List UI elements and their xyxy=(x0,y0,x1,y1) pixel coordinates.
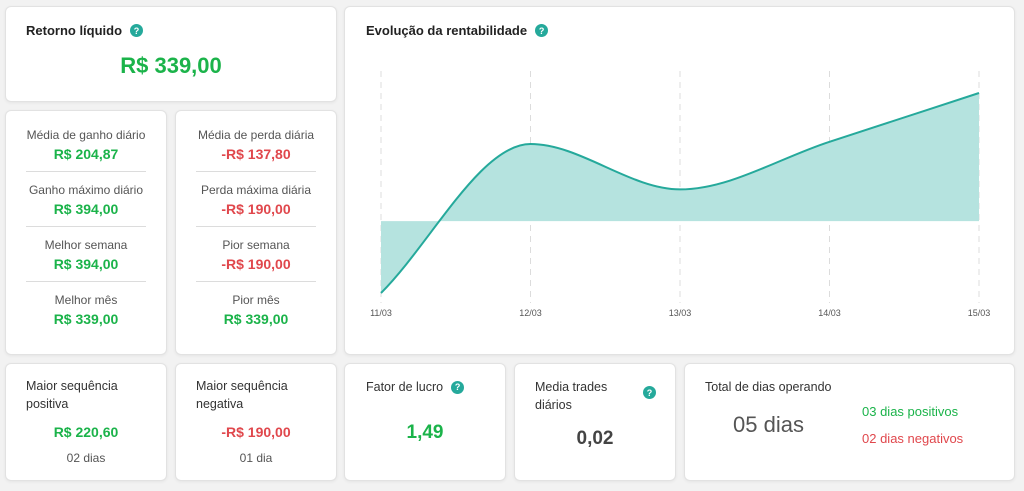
stat-label: Melhor semana xyxy=(44,238,128,252)
chart-title: Evolução da rentabilidade xyxy=(366,23,528,38)
profitability-chart-card: Evolução da rentabilidade ? 11/03 12/03 13… xyxy=(344,6,1015,355)
help-icon[interactable]: ? xyxy=(451,380,465,394)
max-negative-sequence-title: Maior sequência negativa xyxy=(196,379,288,411)
stat-item: Ganho máximo diário R$ 394,00 xyxy=(26,172,146,227)
avg-daily-trades-value: 0,02 xyxy=(576,428,614,449)
help-icon[interactable]: ? xyxy=(130,24,144,37)
negative-days: 02 dias negativos xyxy=(862,431,964,446)
stat-value: R$ 204,87 xyxy=(53,146,119,162)
x-tick-label: 13/03 xyxy=(669,308,692,318)
positive-days: 03 dias positivos xyxy=(862,404,959,419)
max-negative-sequence-card: Maior sequência negativa -R$ 190,00 01 d… xyxy=(175,363,337,481)
stat-item: Média de ganho diário R$ 204,87 xyxy=(26,117,146,172)
profitability-chart[interactable]: 11/03 12/03 13/03 14/03 15/03 xyxy=(345,7,1016,356)
profit-factor-title: Fator de lucro xyxy=(366,380,444,394)
net-return-title-row: Retorno líquido ? xyxy=(26,23,144,38)
chart-area xyxy=(381,93,979,293)
stat-label: Melhor mês xyxy=(54,293,118,307)
x-tick-label: 14/03 xyxy=(818,308,841,318)
net-return-title: Retorno líquido xyxy=(26,23,123,38)
stat-label: Pior mês xyxy=(232,293,280,307)
stat-value: R$ 394,00 xyxy=(53,256,119,272)
stat-label: Pior semana xyxy=(222,238,290,252)
x-tick-label: 11/03 xyxy=(370,308,392,318)
stat-label: Média de perda diária xyxy=(197,128,315,142)
stat-value: R$ 339,00 xyxy=(53,311,119,327)
operating-days-title: Total de dias operando xyxy=(705,380,832,394)
help-icon[interactable]: ? xyxy=(535,24,549,37)
help-icon[interactable]: ? xyxy=(643,386,656,399)
profit-factor-card: Fator de lucro ? 1,49 xyxy=(344,363,506,481)
operating-days-card: Total de dias operando 05 dias 03 dias p… xyxy=(684,363,1015,481)
losses-card: Média de perda diária -R$ 137,80 Perda m… xyxy=(175,110,337,355)
profit-factor-title-row: Fator de lucro ? xyxy=(366,380,465,394)
stat-item: Melhor mês R$ 339,00 xyxy=(26,282,146,336)
stat-item: Pior mês R$ 339,00 xyxy=(196,282,316,336)
max-positive-sequence-days: 02 dias xyxy=(66,451,106,465)
gains-card: Média de ganho diário R$ 204,87 Ganho má… xyxy=(5,110,167,355)
stat-label: Perda máxima diária xyxy=(200,183,312,197)
x-tick-label: 12/03 xyxy=(519,308,542,318)
stat-label: Ganho máximo diário xyxy=(28,183,144,197)
max-positive-sequence-card: Maior sequência positiva R$ 220,60 02 di… xyxy=(5,363,167,481)
profit-factor-value: 1,49 xyxy=(406,422,444,443)
stat-value: -R$ 137,80 xyxy=(221,146,291,162)
stat-value: -R$ 190,00 xyxy=(221,256,291,272)
stat-item: Melhor semana R$ 394,00 xyxy=(26,227,146,282)
max-negative-sequence-days: 01 dia xyxy=(239,451,273,465)
stat-value: R$ 394,00 xyxy=(53,201,119,217)
max-negative-sequence-value: -R$ 190,00 xyxy=(221,424,291,440)
max-positive-sequence-value: R$ 220,60 xyxy=(53,424,119,440)
avg-daily-trades-title: Media trades diários xyxy=(535,380,608,412)
stat-label: Média de ganho diário xyxy=(26,128,146,142)
net-return-value: R$ 339,00 xyxy=(120,53,222,78)
gains-list: Média de ganho diário R$ 204,87 Ganho má… xyxy=(6,111,166,336)
stat-item: Média de perda diária -R$ 137,80 xyxy=(196,117,316,172)
operating-days-total: 05 dias xyxy=(733,412,804,437)
stat-value: -R$ 190,00 xyxy=(221,201,291,217)
stat-item: Perda máxima diária -R$ 190,00 xyxy=(196,172,316,227)
x-tick-label: 15/03 xyxy=(968,308,991,318)
stat-value: R$ 339,00 xyxy=(223,311,289,327)
stat-item: Pior semana -R$ 190,00 xyxy=(196,227,316,282)
losses-list: Média de perda diária -R$ 137,80 Perda m… xyxy=(176,111,336,336)
chart-title-row: Evolução da rentabilidade ? xyxy=(366,23,549,38)
avg-daily-trades-card: Media trades diários ? 0,02 xyxy=(514,363,676,481)
max-positive-sequence-title: Maior sequência positiva xyxy=(26,379,118,411)
chart-line xyxy=(380,92,980,294)
net-return-card: Retorno líquido ? R$ 339,00 xyxy=(5,6,337,102)
